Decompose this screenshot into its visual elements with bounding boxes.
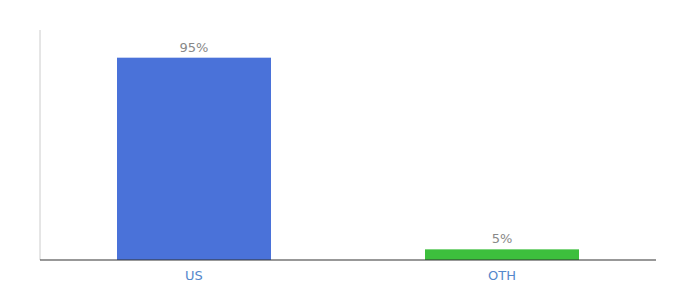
x-tick-label: OTH [488,268,516,283]
chart-svg: 95% 5% US OTH [0,0,680,300]
page: {"chart_data": {"type": "bar", "categori… [0,0,680,300]
y-axis-line [40,30,41,260]
data-labels: 95% 5% [180,40,513,247]
bars [117,58,579,260]
x-tick-label: US [185,268,203,283]
data-label: 95% [180,40,209,55]
x-ticks: US OTH [185,268,516,283]
bar [117,58,271,260]
x-axis-line [40,259,656,260]
bar [425,249,579,260]
chart-container: 95% 5% US OTH [0,0,680,300]
data-label: 5% [492,231,513,246]
